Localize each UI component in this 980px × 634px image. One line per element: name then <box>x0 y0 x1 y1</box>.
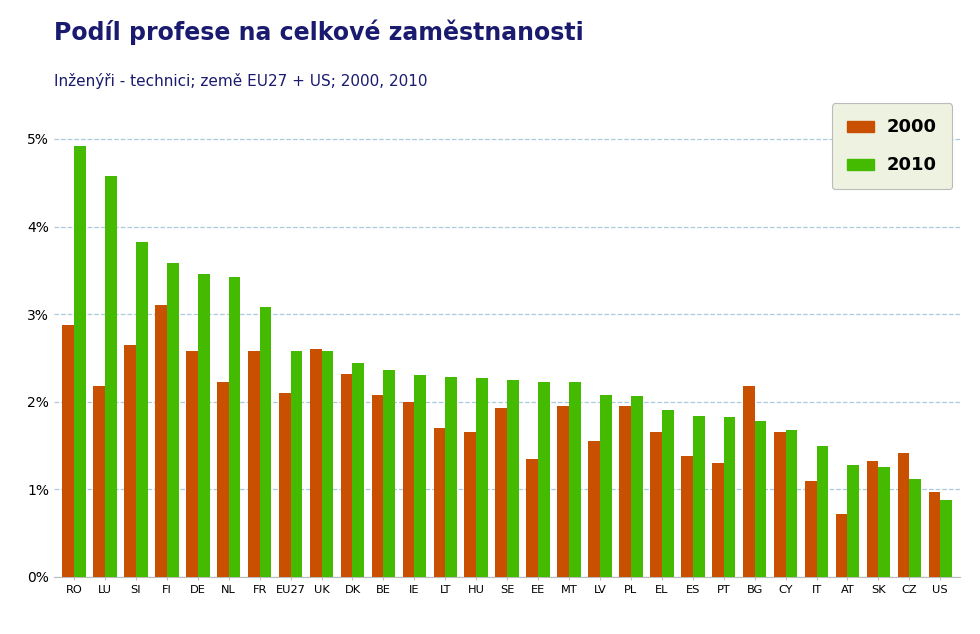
Bar <box>848 465 859 577</box>
Bar <box>105 176 117 577</box>
Bar <box>415 375 426 577</box>
Bar <box>198 274 210 577</box>
Bar <box>600 395 612 577</box>
Bar <box>433 428 445 577</box>
Bar <box>136 242 148 577</box>
Bar <box>711 463 723 577</box>
Bar <box>124 345 136 577</box>
Bar <box>167 263 178 577</box>
Bar <box>662 410 673 577</box>
Bar <box>63 325 74 577</box>
Text: Inženýři - technici; země EU27 + US; 2000, 2010: Inženýři - technici; země EU27 + US; 200… <box>54 73 427 89</box>
Bar <box>155 306 167 577</box>
Bar <box>755 421 766 577</box>
Bar <box>445 377 457 577</box>
Bar <box>836 514 848 577</box>
Bar <box>291 351 303 577</box>
Bar <box>681 456 693 577</box>
Bar <box>558 406 569 577</box>
Bar <box>465 432 476 577</box>
Bar <box>403 402 415 577</box>
Bar <box>940 500 952 577</box>
Legend: 2000, 2010: 2000, 2010 <box>832 103 952 190</box>
Bar <box>631 396 643 577</box>
Bar <box>786 430 798 577</box>
Bar <box>248 351 260 577</box>
Bar <box>693 416 705 577</box>
Bar <box>383 370 395 577</box>
Bar <box>619 406 631 577</box>
Bar <box>228 277 240 577</box>
Bar <box>526 458 538 577</box>
Bar <box>723 418 735 577</box>
Bar <box>878 467 890 577</box>
Text: Podíl profese na celkové zaměstnanosti: Podíl profese na celkové zaměstnanosti <box>54 19 584 44</box>
Bar <box>743 386 755 577</box>
Bar <box>93 386 105 577</box>
Bar <box>321 351 333 577</box>
Bar <box>496 408 508 577</box>
Bar <box>508 380 518 577</box>
Bar <box>217 382 228 577</box>
Bar <box>898 453 909 577</box>
Bar <box>476 378 488 577</box>
Bar <box>371 395 383 577</box>
Bar <box>538 382 550 577</box>
Bar <box>279 393 291 577</box>
Bar <box>816 446 828 577</box>
Bar <box>74 146 86 577</box>
Bar <box>569 382 581 577</box>
Bar <box>186 351 198 577</box>
Bar <box>909 479 921 577</box>
Bar <box>928 492 940 577</box>
Bar <box>774 432 786 577</box>
Bar <box>260 307 271 577</box>
Bar <box>805 481 816 577</box>
Bar <box>588 441 600 577</box>
Bar <box>866 462 878 577</box>
Bar <box>310 349 321 577</box>
Bar <box>353 363 365 577</box>
Bar <box>650 432 662 577</box>
Bar <box>341 373 353 577</box>
